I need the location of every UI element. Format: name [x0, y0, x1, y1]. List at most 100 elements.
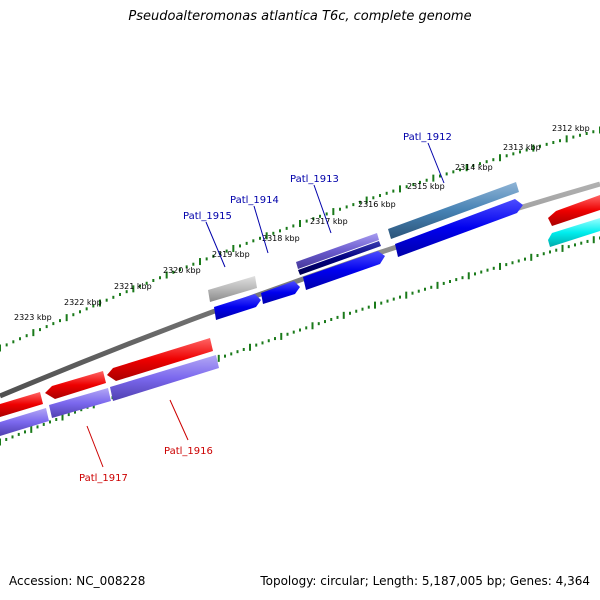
scale-minor-tick	[419, 180, 421, 184]
scale-minor-tick	[112, 295, 115, 299]
scale-minor-tick	[412, 183, 415, 187]
scale-tick-labels: 2312 kbp 2313 kbp 2314 kbp 2315 kbp 2316 kbp…	[14, 124, 590, 322]
scale-major-tick	[499, 262, 501, 270]
scale-minor-tick	[339, 207, 341, 211]
scale-minor-tick	[424, 287, 426, 291]
scale-major-tick	[61, 413, 64, 421]
gene-label-lower[interactable]: Patl_1917	[79, 473, 128, 484]
genes-label: Genes:	[509, 574, 552, 588]
scale-major-tick	[30, 425, 33, 433]
scale-minor-tick	[352, 203, 355, 207]
scale-minor-tick	[212, 254, 215, 258]
gene-label-lower[interactable]: Patl_1916	[164, 446, 213, 457]
scale-minor-tick	[242, 347, 245, 351]
callout-line	[313, 184, 332, 234]
scale-major-tick	[374, 301, 376, 309]
feature-patl-1913-annotation[interactable]	[296, 233, 379, 269]
scale-minor-tick	[552, 141, 555, 145]
scale-minor-tick	[5, 437, 8, 441]
scale-minor-tick	[230, 352, 233, 356]
scale-minor-tick	[545, 142, 548, 146]
scale-minor-tick	[224, 354, 226, 358]
scale-minor-tick	[286, 332, 289, 336]
scale-minor-tick	[479, 162, 481, 166]
gene-label-upper[interactable]: Patl_1914	[230, 195, 279, 206]
gene-label-upper[interactable]: Patl_1913	[290, 174, 339, 185]
feature-patl-1914-cds[interactable]	[261, 281, 300, 304]
scale-minor-tick	[505, 154, 508, 158]
scale-minor-tick	[79, 310, 81, 314]
scale-minor-tick	[236, 350, 239, 354]
scale-minor-tick	[85, 307, 88, 311]
callout-line	[253, 205, 269, 254]
feature-patl-1912-annotation[interactable]	[388, 182, 519, 239]
scale-minor-tick	[305, 219, 308, 223]
scale-minor-tick	[559, 139, 561, 143]
accession-info: Accession: NC_008228	[9, 574, 145, 588]
scale-major-tick	[311, 322, 314, 330]
feature-red-right	[548, 195, 600, 226]
scale-minor-tick	[219, 252, 221, 256]
feature-patl-1917-annotation[interactable]	[49, 388, 111, 418]
feature-patl-1916-annotation[interactable]	[110, 355, 219, 401]
gene-label-upper[interactable]: Patl_1912	[403, 132, 452, 143]
scale-minor-tick	[179, 268, 181, 272]
feature-patl-1912-cds[interactable]	[395, 199, 523, 257]
scale-major-tick	[432, 174, 435, 182]
scale-minor-tick	[36, 425, 39, 429]
scale-minor-tick	[572, 135, 575, 139]
map-title: Pseudoalteromonas atlantica T6c, complet…	[128, 9, 472, 24]
scale-minor-tick	[425, 178, 428, 182]
scale-minor-tick	[359, 200, 361, 204]
scale-minor-tick	[225, 249, 228, 253]
reverse-features	[0, 338, 219, 436]
scale-minor-tick	[372, 196, 375, 200]
scale-minor-tick	[39, 328, 41, 332]
scale-minor-tick	[159, 276, 161, 280]
scale-minor-tick	[192, 262, 195, 266]
scale-minor-tick	[45, 325, 48, 329]
scale-major-tick	[365, 196, 368, 204]
scale-minor-tick	[452, 170, 455, 174]
scale-minor-tick	[245, 241, 248, 245]
scale-minor-tick	[330, 317, 333, 321]
scale-minor-tick	[442, 281, 445, 285]
scale-minor-tick	[567, 245, 570, 249]
scale-minor-tick	[579, 133, 581, 137]
scale-minor-tick	[274, 337, 276, 341]
feature-patl-1913-navy[interactable]	[298, 241, 381, 275]
feature-patl-1913-cds[interactable]	[303, 251, 385, 290]
scale-minor-tick	[586, 239, 589, 243]
scale-minor-tick	[355, 309, 358, 313]
scale-minor-tick	[399, 295, 401, 299]
scale-minor-tick	[205, 257, 208, 261]
callout-line	[205, 221, 226, 268]
scale-minor-tick	[380, 301, 383, 305]
scale-minor-tick	[485, 160, 488, 164]
feature-patl-1917-cds[interactable]	[45, 371, 106, 399]
scale-minor-tick	[445, 172, 448, 176]
scale-major-tick	[249, 343, 251, 351]
feature-patl-1915-cds[interactable]	[214, 294, 261, 320]
scale-minor-tick	[345, 205, 348, 209]
accession-value: NC_008228	[76, 574, 146, 588]
scale-tick-label: 2315 kbp	[407, 182, 445, 191]
scale-minor-tick	[449, 280, 451, 283]
forward-features	[208, 182, 600, 320]
feature-patl-1916-cds[interactable]	[107, 338, 213, 381]
scale-minor-tick	[461, 276, 464, 280]
feature-patl-1915-annotation[interactable]	[208, 276, 257, 302]
scale-minor-tick	[511, 261, 514, 265]
scale-minor-tick	[279, 229, 281, 233]
scale-minor-tick	[542, 252, 545, 256]
scale-tick-label: 2316 kbp	[358, 200, 396, 209]
scale-major-tick	[0, 438, 1, 446]
scale-major-tick	[592, 236, 595, 244]
scale-major-tick	[165, 271, 168, 279]
gene-label-upper[interactable]: Patl_1915	[183, 211, 232, 222]
length-value: 5,187,005 bp	[421, 574, 502, 588]
scale-minor-tick	[336, 315, 339, 319]
scale-minor-tick	[239, 244, 241, 248]
scale-major-tick	[532, 144, 535, 152]
